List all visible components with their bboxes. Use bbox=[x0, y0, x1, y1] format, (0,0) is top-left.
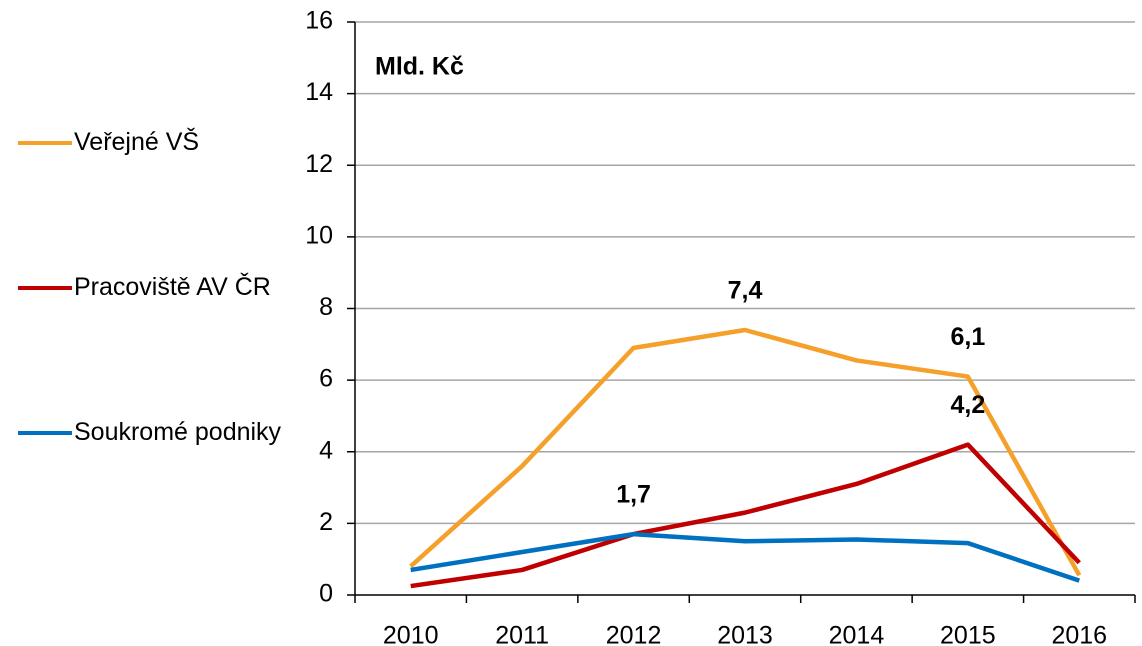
unit-label: Mld. Kč bbox=[375, 53, 464, 81]
data-label: 4,2 bbox=[950, 391, 985, 419]
data-label: 6,1 bbox=[950, 323, 985, 351]
legend-label: Veřejné VŠ bbox=[74, 128, 200, 156]
series-line bbox=[410, 531, 1081, 583]
x-tick-label: 2015 bbox=[940, 622, 996, 646]
legend-label: Pracoviště AV ČR bbox=[74, 273, 271, 301]
legend-swatch bbox=[18, 431, 72, 435]
y-tick-label: 8 bbox=[319, 293, 333, 321]
data-label: 7,4 bbox=[728, 277, 763, 305]
y-tick-label: 16 bbox=[305, 7, 333, 35]
series-line bbox=[409, 327, 1082, 577]
x-tick-label: 2011 bbox=[495, 622, 549, 646]
x-tick-label: 2016 bbox=[1051, 622, 1107, 646]
y-tick-label: 6 bbox=[319, 365, 333, 393]
legend-swatch bbox=[18, 286, 72, 290]
x-tick-label: 2013 bbox=[717, 622, 773, 646]
legend-swatch bbox=[18, 141, 72, 145]
legend-label: Soukromé podniky bbox=[74, 418, 282, 446]
y-tick-label: 0 bbox=[319, 580, 333, 608]
y-tick-label: 2 bbox=[319, 508, 333, 536]
series-line bbox=[410, 442, 1081, 589]
x-tick-label: 2010 bbox=[383, 622, 439, 646]
y-tick-label: 4 bbox=[319, 436, 333, 464]
y-tick-label: 10 bbox=[305, 221, 333, 249]
y-tick-label: 14 bbox=[305, 78, 333, 106]
y-tick-label: 12 bbox=[305, 150, 333, 178]
data-label: 1,7 bbox=[616, 481, 651, 509]
x-tick-label: 2012 bbox=[606, 622, 662, 646]
x-tick-label: 2014 bbox=[829, 622, 885, 646]
